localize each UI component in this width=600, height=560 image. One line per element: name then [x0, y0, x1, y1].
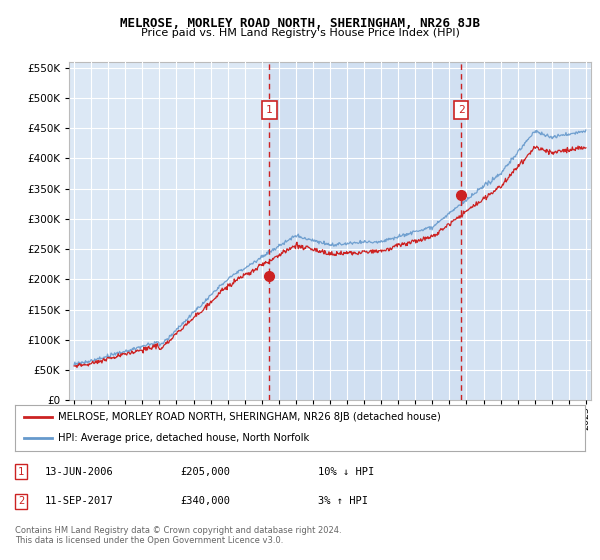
Text: 13-JUN-2006: 13-JUN-2006: [45, 466, 114, 477]
Bar: [461, 62, 589, 400]
Text: £340,000: £340,000: [180, 496, 230, 506]
Text: MELROSE, MORLEY ROAD NORTH, SHERINGHAM, NR26 8JB (detached house): MELROSE, MORLEY ROAD NORTH, SHERINGHAM, …: [58, 412, 440, 422]
Text: This data is licensed under the Open Government Licence v3.0.: This data is licensed under the Open Gov…: [15, 536, 283, 545]
Text: 11-SEP-2017: 11-SEP-2017: [45, 496, 114, 506]
Text: 1: 1: [18, 466, 24, 477]
Text: 10% ↓ HPI: 10% ↓ HPI: [318, 466, 374, 477]
Text: MELROSE, MORLEY ROAD NORTH, SHERINGHAM, NR26 8JB: MELROSE, MORLEY ROAD NORTH, SHERINGHAM, …: [120, 17, 480, 30]
Text: 2: 2: [18, 496, 24, 506]
Bar: [269, 62, 461, 400]
Text: 1: 1: [266, 105, 273, 115]
Text: 3% ↑ HPI: 3% ↑ HPI: [318, 496, 368, 506]
Text: HPI: Average price, detached house, North Norfolk: HPI: Average price, detached house, Nort…: [58, 433, 309, 444]
Text: £205,000: £205,000: [180, 466, 230, 477]
Text: Price paid vs. HM Land Registry's House Price Index (HPI): Price paid vs. HM Land Registry's House …: [140, 28, 460, 38]
Text: Contains HM Land Registry data © Crown copyright and database right 2024.: Contains HM Land Registry data © Crown c…: [15, 526, 341, 535]
Text: 2: 2: [458, 105, 464, 115]
